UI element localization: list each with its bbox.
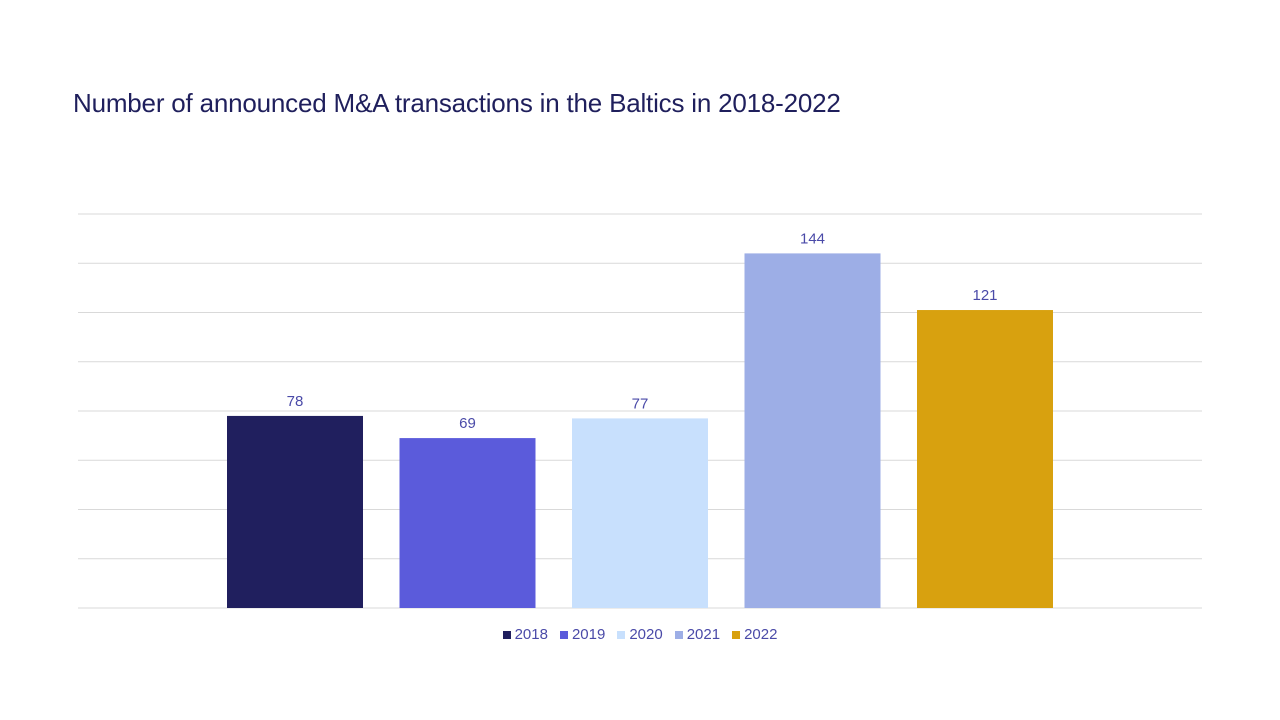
legend-item-2018: 2018 bbox=[502, 626, 548, 643]
data-label-2022: 121 bbox=[972, 287, 997, 304]
bar-2022 bbox=[917, 310, 1053, 608]
legend-item-2020: 2020 bbox=[617, 626, 663, 643]
bars bbox=[227, 253, 1053, 608]
data-label-2021: 144 bbox=[800, 230, 825, 247]
data-label-2019: 69 bbox=[459, 415, 476, 432]
data-labels: 78 69 77 144 121 bbox=[287, 230, 998, 432]
legend-item-2019: 2019 bbox=[559, 626, 606, 643]
bar-2020 bbox=[572, 418, 708, 608]
legend: 2018 2019 2020 2021 2022 bbox=[0, 626, 1280, 643]
legend-swatch bbox=[617, 630, 626, 639]
data-label-2020: 77 bbox=[632, 395, 649, 412]
legend-label: 2018 bbox=[514, 626, 548, 643]
legend-label: 2020 bbox=[629, 626, 663, 643]
legend-swatch bbox=[732, 630, 741, 639]
legend-item-2021: 2021 bbox=[674, 626, 721, 643]
bar-2021 bbox=[744, 253, 881, 608]
chart-title: Number of announced M&A transactions in … bbox=[73, 88, 841, 118]
bar-2019 bbox=[399, 438, 536, 608]
legend-swatch bbox=[559, 630, 568, 639]
legend-swatch bbox=[674, 630, 683, 639]
legend-swatch bbox=[502, 630, 511, 639]
legend-label: 2022 bbox=[744, 626, 778, 643]
legend-label: 2019 bbox=[571, 626, 606, 643]
data-label-2018: 78 bbox=[287, 393, 304, 410]
legend-label: 2021 bbox=[686, 626, 721, 643]
bar-2018 bbox=[227, 415, 363, 608]
legend-item-2022: 2022 bbox=[732, 626, 777, 643]
